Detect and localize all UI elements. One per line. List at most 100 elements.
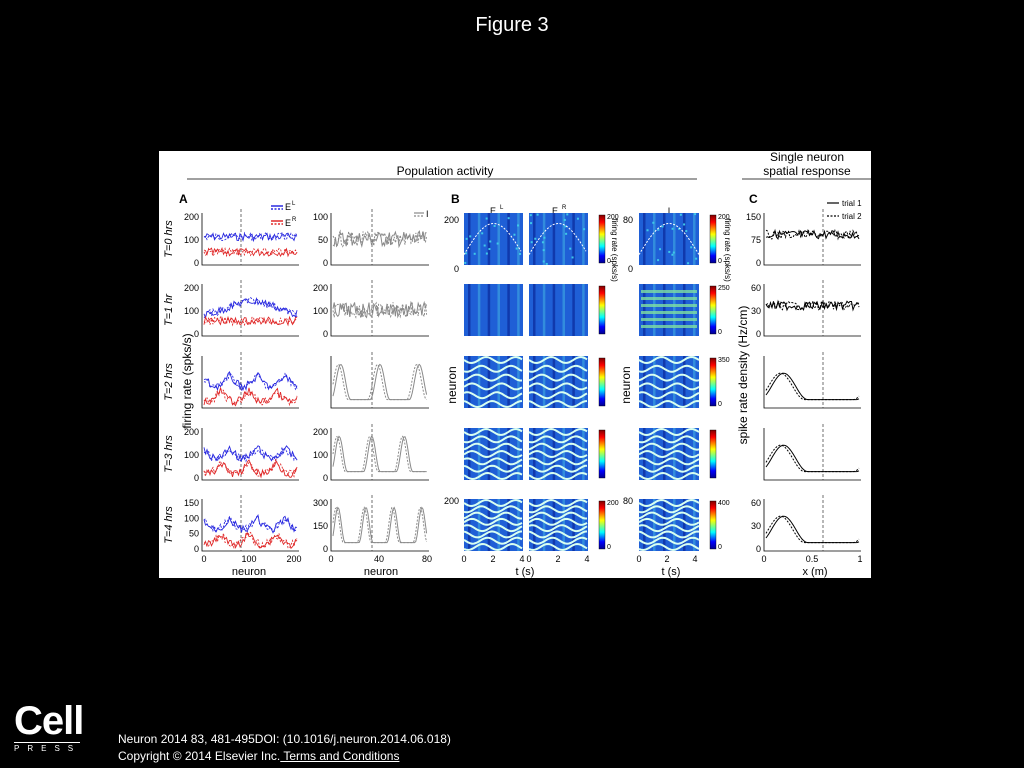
heatmap-2 xyxy=(638,213,700,265)
figure-row-1: T=1 hr 200 100 0 200 100 0 250 0 60 30 0 xyxy=(163,280,861,339)
heatmap-bump xyxy=(638,399,700,409)
trace-i xyxy=(332,435,427,473)
e-y-tick: 100 xyxy=(184,235,199,245)
trace-er xyxy=(203,315,298,327)
terms-link[interactable]: Terms and Conditions xyxy=(280,749,400,763)
e-y-tick: 100 xyxy=(184,450,199,460)
heatmap-bump xyxy=(638,517,700,526)
colorbar xyxy=(598,214,606,264)
e-axis xyxy=(201,428,299,481)
colorbar xyxy=(598,500,606,550)
c-axis xyxy=(763,428,861,481)
colorbar xyxy=(709,285,717,335)
i-axis xyxy=(330,213,429,266)
trace-el xyxy=(203,232,298,243)
heatmap-band xyxy=(497,284,500,336)
heatmap-noise xyxy=(530,222,533,225)
i-y-tick: 50 xyxy=(318,235,328,245)
heatmap-band xyxy=(673,428,676,480)
trace-i xyxy=(332,506,428,544)
x-ticks-x: 0 0.5 1 xyxy=(761,554,862,564)
colorbar-tick: 400 xyxy=(718,500,730,507)
heatmap-band xyxy=(507,213,510,265)
heatmap-bump xyxy=(528,498,588,508)
heatmap-band xyxy=(572,284,575,336)
heatmap-band xyxy=(517,428,520,480)
heatmap-noise xyxy=(569,247,572,250)
heatmap-noise xyxy=(536,213,539,216)
heat-y-bot-e: 0 xyxy=(454,264,459,274)
heatmap-bump xyxy=(528,382,588,391)
heatmap-bump xyxy=(528,442,587,451)
trace-i xyxy=(332,435,427,473)
heatmap-noise xyxy=(659,248,662,251)
heatmap-bump xyxy=(638,382,700,391)
heatmap-band xyxy=(663,213,666,265)
e-axis xyxy=(201,499,299,552)
heatmap-bump xyxy=(463,530,523,539)
heat-col-er-sup: R xyxy=(562,205,567,211)
heatmap-band xyxy=(572,499,575,551)
heatmap-band xyxy=(468,356,471,408)
colorbar xyxy=(598,357,606,407)
heatmap-noise xyxy=(543,236,546,239)
heatmap-1 xyxy=(528,427,588,481)
row-label: T=4 hrs xyxy=(163,506,175,544)
heatmap-1 xyxy=(528,213,588,265)
heatmap-bg xyxy=(639,213,699,265)
heatmap-noise xyxy=(541,241,544,244)
heatmap-band xyxy=(468,284,471,336)
heatmap-bump xyxy=(638,536,700,545)
heatmap-band xyxy=(673,213,676,265)
i-y-tick: 100 xyxy=(313,212,328,222)
x-tick-x-1: 0.5 xyxy=(806,554,819,564)
slide-title: Figure 3 xyxy=(475,14,549,36)
heatmap-0 xyxy=(463,355,523,409)
heatmap-noise xyxy=(469,235,472,238)
row-label: T=1 hr xyxy=(163,293,175,326)
i-y-tick: 150 xyxy=(313,521,328,531)
heatmap-band xyxy=(487,356,491,408)
colorbar xyxy=(709,500,717,550)
heatmap-band xyxy=(693,428,696,480)
heatmap-noise xyxy=(485,252,488,255)
heatmap-band xyxy=(487,284,491,336)
heatmap-noise xyxy=(488,248,491,251)
heatmap-bump xyxy=(528,464,588,473)
ylabel-firing-rate: firing rate (spks/s) xyxy=(180,333,194,428)
x-tick-i-2: 80 xyxy=(422,554,432,564)
heatmap-noise xyxy=(489,240,492,243)
e-y-tick: 50 xyxy=(189,529,199,539)
i-y-tick: 100 xyxy=(313,306,328,316)
heatmap-0 xyxy=(463,427,523,481)
heatmap-noise xyxy=(695,257,698,260)
panel-c-label: C xyxy=(749,192,758,206)
heatmap-band xyxy=(643,428,646,480)
heatmap-band xyxy=(533,213,536,265)
heatmap-bump xyxy=(463,524,523,533)
heatmap-noise xyxy=(464,261,467,264)
copyright-line: Copyright © 2014 Elsevier Inc. Terms and… xyxy=(118,748,451,765)
heatmap-bump xyxy=(638,511,700,520)
colorbar-tick: 200 xyxy=(718,214,730,221)
heatmap-noise xyxy=(657,259,660,262)
x-tick-t2-1: 2 xyxy=(555,554,560,564)
heatmap-bump xyxy=(528,435,588,444)
single-header-line1: Single neuron xyxy=(770,151,844,164)
heat-y-bot-i: 0 xyxy=(628,264,633,274)
heatmap-bump xyxy=(528,511,587,520)
heatmap-bump xyxy=(528,517,588,526)
heatmap-noise xyxy=(481,232,484,235)
heatmap-2 xyxy=(638,355,700,409)
i-y-tick: 0 xyxy=(323,473,328,483)
heatmap-band xyxy=(507,499,510,551)
heatmap-bump xyxy=(463,511,522,520)
heatmap-noise xyxy=(473,252,476,255)
panel-b-label: B xyxy=(451,192,460,206)
heatmap-band xyxy=(653,499,656,551)
i-axis xyxy=(330,499,429,552)
heatmap-noise xyxy=(507,217,510,220)
ylabel-neuron-b2: neuron xyxy=(619,366,633,403)
heatmap-noise xyxy=(671,253,674,256)
heatmap-0 xyxy=(464,284,523,336)
